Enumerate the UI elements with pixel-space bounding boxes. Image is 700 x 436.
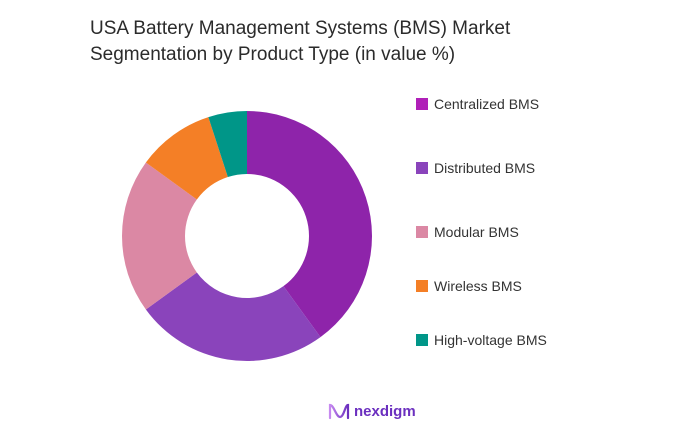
logo-text: nexdigm — [354, 402, 416, 420]
chart-title-line1: USA Battery Management Systems (BMS) Mar… — [90, 18, 511, 39]
legend-item: Wireless BMS — [416, 278, 522, 294]
legend-swatch-icon — [416, 280, 428, 292]
legend-item: Centralized BMS — [416, 96, 539, 112]
legend-swatch-icon — [416, 98, 428, 110]
legend-swatch-icon — [416, 226, 428, 238]
legend-label: Wireless BMS — [434, 278, 522, 294]
legend-item: Modular BMS — [416, 224, 519, 240]
legend-swatch-icon — [416, 334, 428, 346]
donut-slice-high-voltage-bms — [208, 111, 247, 178]
legend-item: High-voltage BMS — [416, 332, 547, 348]
chart-title-line2: Segmentation by Product Type (in value %… — [90, 44, 456, 65]
legend-item: Distributed BMS — [416, 160, 535, 176]
donut-slice-wireless-bms — [145, 117, 228, 200]
legend-label: High-voltage BMS — [434, 332, 547, 348]
nexdigm-wave-icon — [328, 403, 350, 420]
donut-slice-centralized-bms — [247, 111, 373, 338]
legend-label: Modular BMS — [434, 224, 519, 240]
nexdigm-logo: nexdigm — [328, 402, 416, 420]
donut-slice-distributed-bms — [145, 272, 321, 361]
legend-label: Distributed BMS — [434, 160, 536, 176]
chart-title: USA Battery Management Systems (BMS) Mar… — [90, 16, 510, 68]
donut-slice-modular-bms — [122, 162, 197, 310]
legend-swatch-icon — [416, 162, 428, 174]
legend-label: Centralized BMS — [434, 96, 540, 112]
